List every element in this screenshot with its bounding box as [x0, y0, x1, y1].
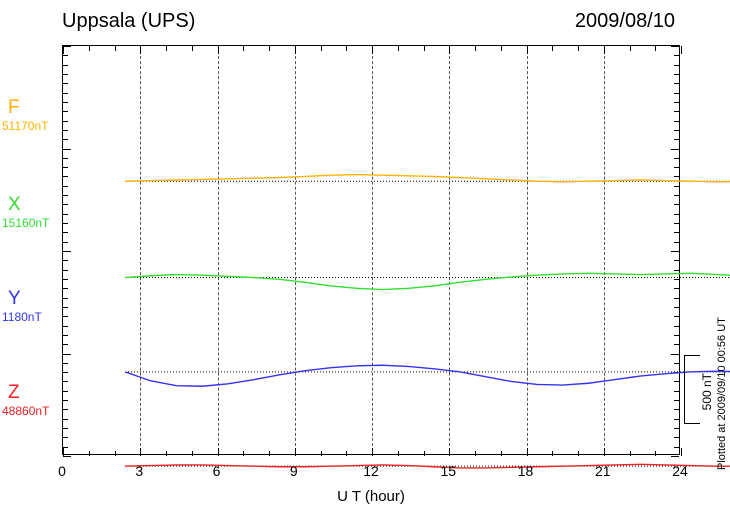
- left-tick-23: [63, 260, 68, 261]
- geomagnetic-chart: Uppsala (UPS) 2009/08/10 0 3 6 9 12 15 18 21 24 …: [0, 0, 730, 520]
- right-tick-2: [674, 65, 679, 66]
- series-letter-X: X: [8, 194, 21, 216]
- scale-bar-label: 500 nT: [700, 373, 714, 410]
- series-value-F: 51170nT: [2, 119, 48, 133]
- left-tick-25: [63, 279, 68, 280]
- left-tick-12: [63, 158, 68, 159]
- left-tick-30: [63, 326, 68, 327]
- data-traces: [125, 91, 730, 501]
- x-tick-3: 3: [135, 463, 143, 479]
- left-tick-39: [63, 409, 68, 410]
- left-tick-15: [63, 186, 68, 187]
- left-tick-1: [63, 55, 68, 56]
- series-letter-Y: Y: [8, 288, 21, 310]
- station-title: Uppsala (UPS): [62, 10, 195, 33]
- plotted-at-label: Plotted at 2009/09/10 00:56 UT: [716, 280, 728, 470]
- left-tick-40: [63, 419, 68, 420]
- left-tick-3: [63, 74, 68, 75]
- left-tick-20: [63, 232, 68, 233]
- left-tick-0: [63, 46, 71, 47]
- top-tick-24: [681, 46, 682, 54]
- left-tick-8: [63, 121, 68, 122]
- trace-X: [125, 273, 730, 289]
- left-tick-18: [63, 214, 68, 215]
- x-tick-6: 6: [213, 463, 221, 479]
- left-tick-42: [63, 437, 68, 438]
- right-tick-0: [671, 46, 679, 47]
- x-axis-title: U T (hour): [337, 488, 405, 505]
- plot-frame: [62, 45, 680, 455]
- left-tick-29: [63, 316, 68, 317]
- left-tick-36: [63, 381, 68, 382]
- left-tick-24: [63, 270, 68, 271]
- left-tick-4: [63, 83, 68, 84]
- series-value-X: 15160nT: [2, 216, 49, 230]
- left-tick-13: [63, 167, 68, 168]
- left-tick-31: [63, 335, 68, 336]
- left-tick-35: [63, 372, 68, 373]
- left-tick-38: [63, 400, 68, 401]
- left-tick-5: [63, 93, 68, 94]
- left-tick-37: [63, 391, 68, 392]
- x-tick-0: 0: [58, 463, 66, 479]
- right-tick-1: [674, 55, 679, 56]
- left-tick-33: [63, 354, 71, 355]
- series-letter-F: F: [8, 97, 20, 119]
- series-letter-Z: Z: [8, 382, 20, 404]
- left-tick-11: [63, 149, 71, 150]
- left-tick-43: [63, 447, 68, 448]
- series-value-Y: 1180nT: [2, 310, 42, 324]
- left-tick-17: [63, 204, 68, 205]
- bottom-tick-1: [89, 451, 90, 456]
- trace-Y: [125, 365, 730, 386]
- left-tick-22: [63, 251, 71, 252]
- series-value-Z: 48860nT: [2, 404, 49, 418]
- bottom-tick-2: [115, 451, 116, 456]
- left-tick-14: [63, 176, 68, 177]
- left-tick-41: [63, 428, 68, 429]
- left-tick-19: [63, 223, 68, 224]
- left-tick-marks: [63, 46, 73, 456]
- left-tick-7: [63, 111, 68, 112]
- left-tick-9: [63, 130, 68, 131]
- x-tick-24: 24: [672, 463, 688, 479]
- x-tick-15: 15: [440, 463, 456, 479]
- left-tick-26: [63, 288, 68, 289]
- x-tick-9: 9: [290, 463, 298, 479]
- x-tick-12: 12: [363, 463, 379, 479]
- x-tick-18: 18: [518, 463, 534, 479]
- x-tick-21: 21: [595, 463, 611, 479]
- right-tick-4: [674, 83, 679, 84]
- left-tick-2: [63, 65, 68, 66]
- left-tick-32: [63, 344, 68, 345]
- date-label: 2009/08/10: [575, 10, 675, 33]
- left-tick-28: [63, 307, 68, 308]
- left-tick-21: [63, 242, 68, 243]
- left-tick-27: [63, 298, 68, 299]
- right-tick-3: [674, 74, 679, 75]
- left-tick-34: [63, 363, 68, 364]
- left-tick-10: [63, 139, 68, 140]
- left-tick-44: [63, 456, 71, 457]
- left-tick-6: [63, 102, 68, 103]
- left-tick-16: [63, 195, 68, 196]
